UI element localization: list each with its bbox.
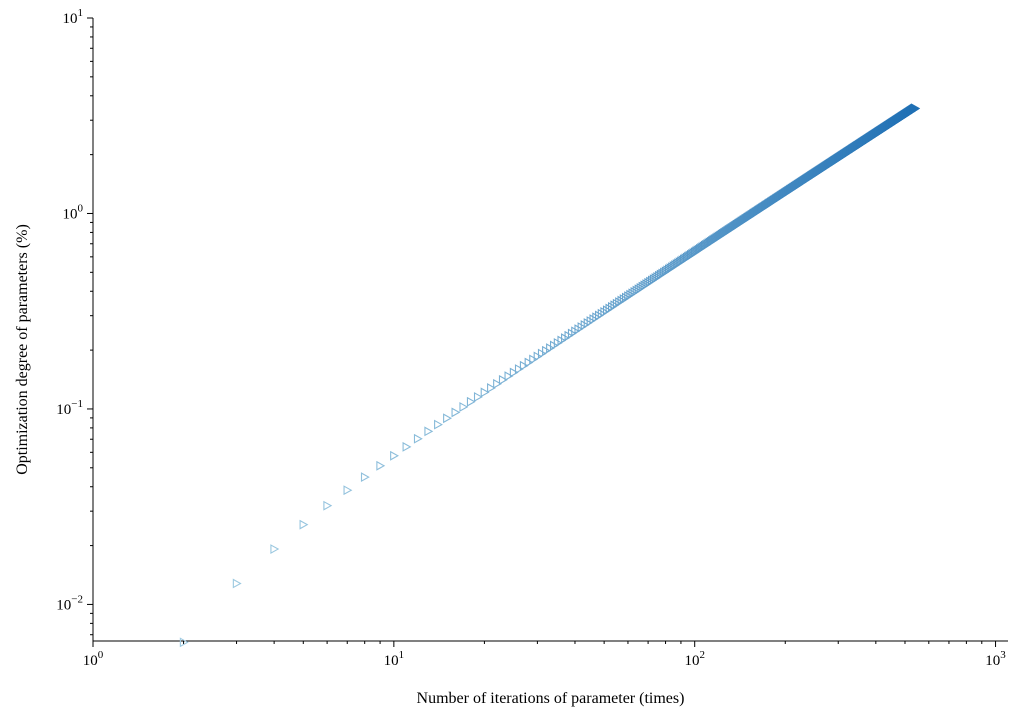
x-tick-label: 102 <box>684 649 705 669</box>
data-point <box>434 419 443 430</box>
data-point <box>232 578 242 589</box>
data-point <box>498 374 508 385</box>
data-point <box>480 387 490 398</box>
data-point <box>524 357 534 368</box>
data-point <box>529 354 539 365</box>
data-point <box>487 383 496 393</box>
data-point <box>402 441 412 452</box>
data-point <box>376 460 386 471</box>
y-tick-label: 100 <box>63 202 84 222</box>
axes: 100 101 102 103 10−2 10−1 100 101 <box>56 7 1008 669</box>
data-point <box>911 103 921 114</box>
y-axis-label: Optimization degree of parameters (%) <box>14 224 31 475</box>
data-point <box>343 485 353 496</box>
axis-labels: Number of iterations of parameter (times… <box>14 224 684 707</box>
data-point <box>473 392 483 402</box>
x-axis-label: Number of iterations of parameter (times… <box>417 690 685 707</box>
x-tick-label: 100 <box>83 649 104 669</box>
x-tick-label: 101 <box>384 649 405 669</box>
data-point <box>509 367 519 378</box>
data-point <box>443 413 452 424</box>
x-tick-label: 103 <box>985 649 1006 669</box>
data-point <box>179 637 189 648</box>
data-point <box>514 364 524 374</box>
y-tick-label: 10−1 <box>56 398 83 418</box>
data-point <box>466 396 476 407</box>
data-point <box>323 500 333 511</box>
data-point <box>504 371 514 382</box>
data-point <box>413 433 423 444</box>
data-point <box>390 450 399 461</box>
y-tick-label: 10−2 <box>56 593 83 613</box>
data-point <box>459 402 469 412</box>
y-tick-label: 101 <box>63 7 84 27</box>
data-point <box>424 426 434 437</box>
data-point <box>519 360 529 371</box>
data-point <box>493 378 502 389</box>
data-point <box>451 407 461 418</box>
data-point <box>299 519 309 530</box>
data-point <box>533 351 543 362</box>
data-markers <box>179 103 921 648</box>
data-point <box>270 544 280 554</box>
data-point <box>360 472 370 483</box>
